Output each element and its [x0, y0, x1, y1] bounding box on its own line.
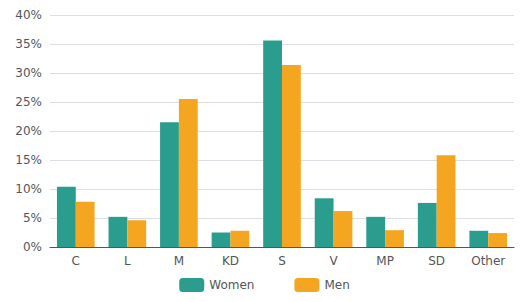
svg-text:Men: Men — [324, 278, 349, 292]
svg-text:M: M — [174, 254, 184, 268]
svg-text:MP: MP — [376, 254, 394, 268]
svg-text:40%: 40% — [15, 8, 42, 22]
svg-text:25%: 25% — [15, 95, 42, 109]
svg-text:20%: 20% — [15, 124, 42, 138]
svg-text:35%: 35% — [15, 37, 42, 51]
svg-text:15%: 15% — [15, 153, 42, 167]
svg-text:Other: Other — [471, 254, 505, 268]
svg-text:C: C — [72, 254, 80, 268]
svg-text:SD: SD — [428, 254, 445, 268]
svg-text:10%: 10% — [15, 182, 42, 196]
svg-text:V: V — [329, 254, 338, 268]
svg-text:0%: 0% — [23, 240, 42, 254]
svg-text:L: L — [124, 254, 131, 268]
svg-text:S: S — [278, 254, 286, 268]
svg-text:Women: Women — [209, 278, 254, 292]
svg-text:30%: 30% — [15, 66, 42, 80]
svg-text:KD: KD — [222, 254, 239, 268]
svg-text:5%: 5% — [23, 211, 42, 225]
